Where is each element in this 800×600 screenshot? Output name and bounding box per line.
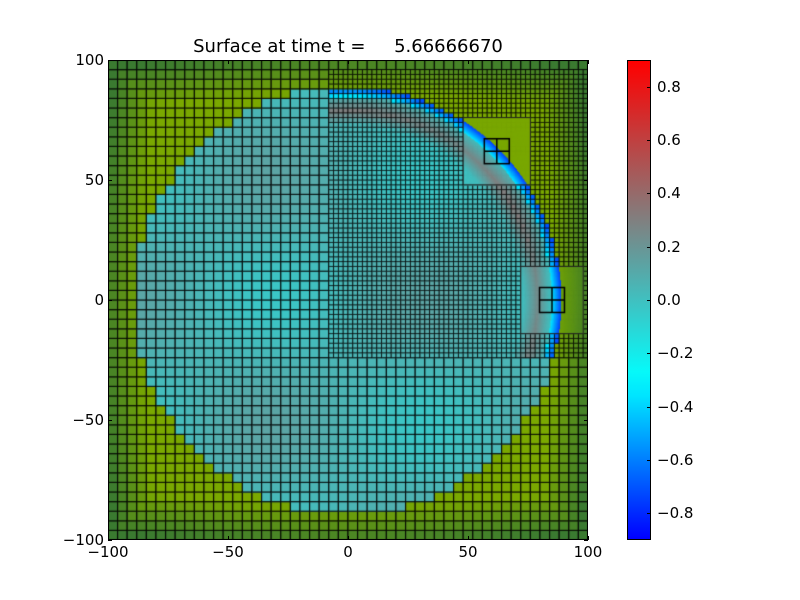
x-tick-mark bbox=[588, 60, 589, 64]
y-tick-mark bbox=[108, 420, 112, 421]
colorbar-tick-label: 0.0 bbox=[657, 291, 681, 309]
x-tick-label: −50 bbox=[212, 543, 244, 561]
y-tick-mark bbox=[584, 300, 588, 301]
colorbar-tick-label: 0.2 bbox=[657, 237, 681, 256]
colorbar-tick-label: −0.6 bbox=[657, 451, 694, 469]
x-tick-mark bbox=[108, 60, 109, 64]
colorbar-tick-mark bbox=[647, 86, 651, 88]
x-tick-label: −100 bbox=[87, 543, 129, 561]
colorbar-tick-mark bbox=[647, 406, 651, 408]
colorbar-tick-label: 0.4 bbox=[657, 184, 681, 203]
y-tick-mark bbox=[108, 180, 112, 181]
y-tick-mark bbox=[108, 60, 112, 61]
x-tick-mark bbox=[588, 536, 589, 540]
y-tick-label: 100 bbox=[75, 51, 104, 69]
colorbar-tick-label: −0.4 bbox=[657, 397, 694, 416]
y-tick-mark bbox=[584, 540, 588, 541]
x-tick-mark bbox=[468, 536, 469, 540]
colorbar-tick-mark bbox=[647, 460, 651, 461]
y-tick-label: 0 bbox=[94, 291, 104, 309]
colorbar-tick-mark bbox=[647, 246, 651, 248]
y-tick-mark bbox=[584, 420, 588, 421]
x-tick-mark bbox=[468, 60, 469, 64]
y-tick-mark bbox=[584, 60, 588, 61]
chart-title: Surface at time t = 5.66666670 bbox=[193, 36, 503, 57]
y-tick-mark bbox=[108, 300, 112, 301]
y-tick-mark bbox=[108, 540, 112, 541]
colorbar-tick-label: −0.8 bbox=[657, 504, 694, 523]
colorbar-tick-label: 0.6 bbox=[657, 131, 681, 149]
colorbar-tick-label: −0.2 bbox=[657, 344, 694, 363]
x-tick-label: 100 bbox=[573, 543, 603, 561]
surface-heatmap bbox=[108, 60, 588, 540]
colorbar-tick-label: 0.8 bbox=[657, 77, 681, 96]
y-tick-label: −100 bbox=[62, 531, 104, 549]
y-tick-label: 50 bbox=[84, 171, 104, 189]
colorbar-tick-mark bbox=[647, 300, 651, 301]
colorbar-tick-mark bbox=[647, 193, 651, 195]
colorbar-tick-mark bbox=[647, 140, 651, 141]
y-tick-label: −50 bbox=[72, 411, 104, 429]
x-tick-label: 0 bbox=[343, 543, 353, 561]
colorbar-tick-mark bbox=[647, 513, 651, 515]
colorbar-tick-mark bbox=[647, 353, 651, 355]
x-tick-mark bbox=[108, 536, 109, 540]
x-tick-mark bbox=[228, 60, 229, 64]
y-tick-mark bbox=[584, 180, 588, 181]
x-tick-mark bbox=[228, 536, 229, 540]
x-tick-mark bbox=[348, 536, 349, 540]
x-tick-mark bbox=[348, 60, 349, 64]
x-tick-label: 50 bbox=[458, 543, 478, 561]
